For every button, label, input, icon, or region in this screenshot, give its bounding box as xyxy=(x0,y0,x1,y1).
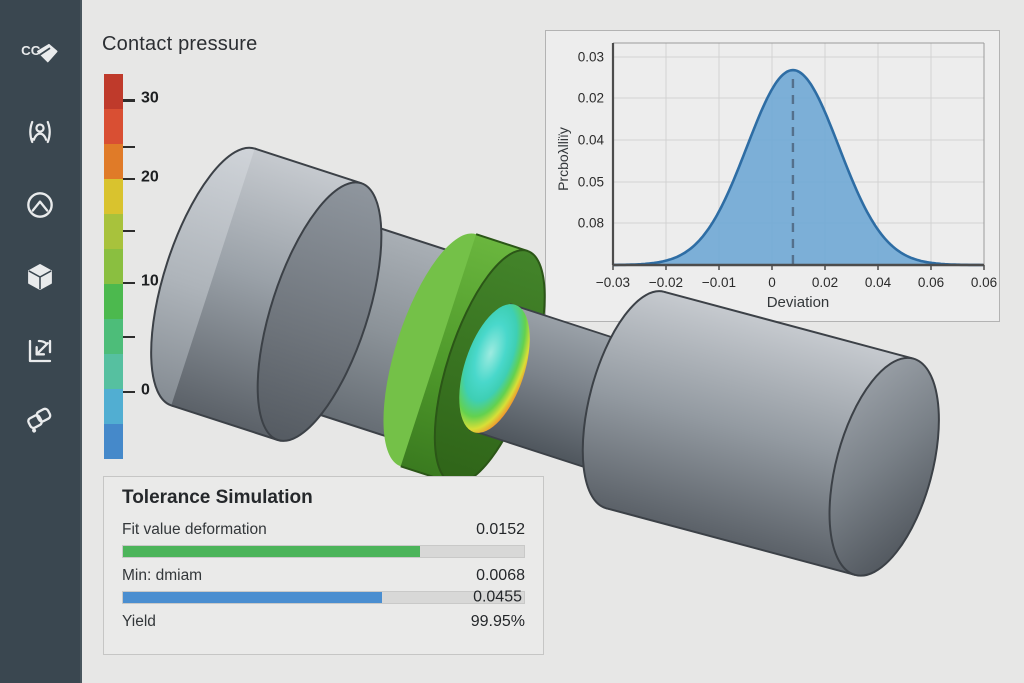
color-scale-segment xyxy=(104,354,123,389)
fit-progress-fill xyxy=(123,546,420,557)
color-scale-segment xyxy=(104,109,123,144)
model-flange-front-face[interactable] xyxy=(232,168,407,454)
scale-tick-label: 20 xyxy=(141,168,159,186)
panel-title: Tolerance Simulation xyxy=(122,487,313,508)
tolerance-simulation-panel: Tolerance Simulation Fit value deformati… xyxy=(103,476,544,655)
color-scale-segment xyxy=(104,179,123,214)
sidebar: CC xyxy=(0,0,82,683)
svg-text:CC: CC xyxy=(21,43,41,58)
color-scale-segment xyxy=(104,284,123,319)
color-scale-segment xyxy=(104,74,123,109)
sidebar-item-results-chart[interactable] xyxy=(20,331,60,371)
chart-export-icon xyxy=(28,339,52,363)
scale-tick xyxy=(123,229,135,233)
svg-text:−0.01: −0.01 xyxy=(702,275,736,290)
metric-value: 0.0068 xyxy=(476,567,525,584)
metric-label: Yield xyxy=(122,613,156,630)
model-ring-back[interactable] xyxy=(361,221,516,479)
color-scale-segment xyxy=(104,319,123,354)
bar-value: 0.0455 xyxy=(473,587,522,605)
scale-tick-label: 0 xyxy=(141,381,150,399)
color-scale-ticks: 30 20 10 0 xyxy=(123,74,193,459)
svg-text:0.02: 0.02 xyxy=(578,91,604,106)
color-scale-segment xyxy=(104,389,123,424)
model-step-cylinder[interactable] xyxy=(285,217,501,454)
scale-tick xyxy=(123,145,135,149)
cube-3d-icon xyxy=(28,264,52,290)
metric-value: 0.0152 xyxy=(476,521,525,538)
legend-title: Contact pressure xyxy=(102,33,258,55)
metric-label: Fit value deformation xyxy=(122,521,267,538)
model-right-cylinder[interactable] xyxy=(563,280,960,587)
distribution-plot: −0.03 −0.02 −0.01 0 0.02 0.04 0.06 0.06 0.03 0.02… xyxy=(578,42,997,290)
model-ring-body[interactable] xyxy=(400,234,528,483)
photo-person-icon xyxy=(29,120,51,144)
metric-row-yield: Yield 99.95% xyxy=(122,613,525,631)
svg-text:0.04: 0.04 xyxy=(865,275,892,290)
distribution-panel: −0.03 −0.02 −0.01 0 0.02 0.04 0.06 0.06 0.03 0.02… xyxy=(545,30,1000,322)
scale-tick xyxy=(123,177,135,181)
svg-text:0: 0 xyxy=(768,275,776,290)
min-progress-bar: 0.0455 xyxy=(122,587,525,605)
sidebar-item-cc-tag[interactable]: CC xyxy=(20,37,60,77)
gauge-circle-icon xyxy=(27,192,53,218)
contact-pressure-patch[interactable] xyxy=(445,295,543,441)
cc-tag-icon: CC xyxy=(21,43,58,63)
svg-text:0.04: 0.04 xyxy=(578,133,605,148)
scale-tick xyxy=(123,335,135,339)
fit-progress-bar xyxy=(122,545,525,558)
svg-text:−0.03: −0.03 xyxy=(596,275,630,290)
sidebar-item-cube[interactable] xyxy=(20,257,60,297)
scale-tick xyxy=(123,281,135,285)
metric-row-min: Min: dmiam 0.0068 xyxy=(122,567,525,585)
scale-tick-label: 30 xyxy=(141,89,159,107)
sidebar-item-fit-parts[interactable] xyxy=(20,398,60,438)
scale-tick xyxy=(123,390,135,394)
model-right-cylinder-face[interactable] xyxy=(809,346,960,587)
metric-label: Min: dmiam xyxy=(122,567,203,584)
svg-text:0.02: 0.02 xyxy=(812,275,838,290)
scale-tick xyxy=(123,99,135,102)
color-scale-segment xyxy=(104,249,123,284)
linked-parts-icon xyxy=(27,407,52,433)
color-scale-segment xyxy=(104,214,123,249)
svg-text:0.08: 0.08 xyxy=(578,216,604,231)
svg-text:0.05: 0.05 xyxy=(578,174,604,189)
metric-row-fit: Fit value deformation 0.0152 xyxy=(122,521,525,539)
metric-value: 99.95% xyxy=(470,613,525,630)
sidebar-item-gauge[interactable] xyxy=(20,185,60,225)
model-flange-body[interactable] xyxy=(171,148,362,441)
svg-text:0.03: 0.03 xyxy=(578,49,604,64)
min-progress-fill xyxy=(123,592,382,603)
color-scale-segment xyxy=(104,144,123,179)
sidebar-item-photo[interactable] xyxy=(20,112,60,152)
svg-text:−0.02: −0.02 xyxy=(649,275,683,290)
model-right-cylinder-body[interactable] xyxy=(606,291,914,575)
color-scale-segment xyxy=(104,424,123,459)
color-scale-bar xyxy=(104,74,123,459)
model-shaft[interactable] xyxy=(469,304,691,489)
scale-tick-label: 10 xyxy=(141,272,159,290)
svg-text:0.06: 0.06 xyxy=(971,275,997,290)
y-axis-label: Prcboλlliïy xyxy=(555,127,571,191)
svg-text:0.06: 0.06 xyxy=(918,275,944,290)
x-axis-label: Deviation xyxy=(766,294,830,311)
